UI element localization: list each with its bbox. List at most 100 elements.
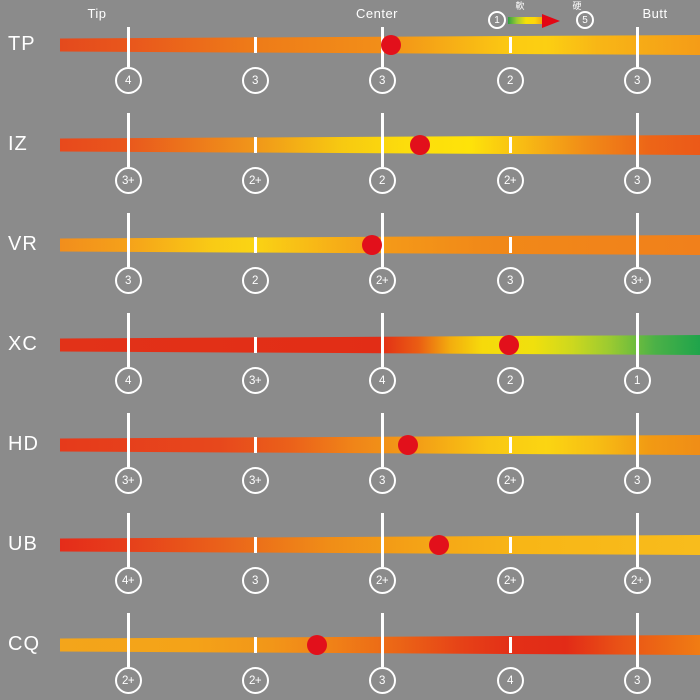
position-line: [635, 413, 639, 467]
stiffness-value: 2: [379, 174, 385, 187]
shaft-row: UB 4+ 3 2+ 2+ 2+: [0, 500, 700, 600]
stiffness-value: 3+: [121, 474, 135, 487]
position-line: [380, 113, 384, 167]
flex-gradient-bar: [60, 135, 700, 155]
bend-point-dot: [397, 435, 418, 455]
stiffness-value: 3: [634, 174, 640, 187]
stiffness-value: 2+: [248, 674, 262, 687]
stiffness-value: 2+: [121, 674, 135, 687]
position-line: [380, 513, 384, 567]
axis-label-tip: Tip: [87, 6, 107, 21]
stiffness-value-circle: 2+: [496, 167, 524, 194]
stiffness-value-circle: 4: [496, 667, 524, 694]
position-line: [380, 413, 384, 467]
stiffness-value-circle: 2+: [114, 667, 142, 694]
shaft-model-label: VR: [8, 233, 38, 255]
position-line: [380, 613, 384, 667]
stiffness-value: 3: [634, 474, 640, 487]
stiffness-value-circle: 3+: [623, 267, 651, 294]
position-line: [126, 413, 130, 467]
position-tick: [508, 437, 512, 453]
shaft-model-label: CQ: [8, 633, 40, 655]
stiffness-value-circle: 3: [368, 67, 396, 94]
axis-label-butt: Butt: [642, 6, 668, 21]
soft-kanji-label: 軟: [515, 1, 525, 11]
stiffness-value-circle: 4: [114, 67, 142, 94]
stiffness-value-circle: 4: [368, 367, 396, 394]
bend-point-dot: [499, 335, 520, 355]
stiffness-value-circle: 3: [496, 267, 524, 294]
legend-max-circle: 5: [576, 11, 594, 29]
shaft-row: XC 4 3+ 4 2 1: [0, 300, 700, 400]
stiffness-value-circle: 2+: [241, 667, 269, 694]
bend-point-dot: [307, 635, 328, 655]
stiffness-value: 3: [125, 274, 131, 287]
position-line: [126, 513, 130, 567]
stiffness-value-circle: 3+: [241, 367, 269, 394]
position-tick: [253, 537, 257, 553]
stiffness-value: 2: [507, 374, 513, 387]
stiffness-value: 3: [634, 74, 640, 87]
stiffness-value: 4: [507, 674, 513, 687]
stiffness-value: 3: [634, 674, 640, 687]
hard-kanji-label: 硬: [572, 1, 582, 11]
shaft-row: VR 3 2 2+ 3 3+: [0, 200, 700, 300]
position-tick: [508, 537, 512, 553]
stiffness-value: 4+: [121, 574, 135, 587]
flex-gradient-bar: [60, 535, 700, 555]
position-tick: [508, 637, 512, 653]
position-line: [126, 113, 130, 167]
stiffness-value: 1: [634, 374, 640, 387]
stiffness-value: 2+: [375, 274, 389, 287]
flex-gradient-bar: [60, 335, 700, 355]
position-tick: [253, 637, 257, 653]
stiffness-value-circle: 3: [241, 567, 269, 594]
stiffness-value-circle: 2+: [368, 267, 396, 294]
shaft-row: HD 3+ 3+ 3 2+ 3: [0, 400, 700, 500]
stiffness-value-circle: 2: [496, 67, 524, 94]
stiffness-value-circle: 2+: [496, 567, 524, 594]
stiffness-value: 4: [125, 374, 131, 387]
flex-gradient-bar: [60, 635, 700, 655]
stiffness-value: 3: [507, 274, 513, 287]
legend-min-circle: 1: [488, 11, 506, 29]
position-line: [635, 613, 639, 667]
position-line: [126, 213, 130, 267]
gradient-arrow-head-icon: [542, 13, 560, 28]
bend-point-dot: [362, 235, 383, 255]
bend-point-dot: [380, 35, 401, 55]
position-line: [635, 27, 639, 67]
shaft-model-label: IZ: [8, 133, 28, 155]
stiffness-value: 3+: [248, 374, 262, 387]
stiffness-value: 2+: [503, 574, 517, 587]
position-line: [635, 213, 639, 267]
stiffness-value-circle: 3: [114, 267, 142, 294]
position-tick: [508, 37, 512, 53]
gradient-arrow-body: [508, 17, 544, 24]
stiffness-scale-legend: 軟 硬 1 5: [486, 0, 602, 32]
position-line: [380, 313, 384, 367]
position-tick: [253, 237, 257, 253]
position-tick: [508, 237, 512, 253]
stiffness-value-circle: 2+: [496, 467, 524, 494]
stiffness-value: 2+: [503, 474, 517, 487]
stiffness-value-circle: 3: [623, 67, 651, 94]
stiffness-value: 3: [379, 74, 385, 87]
stiffness-value-circle: 3: [623, 667, 651, 694]
axis-label-center: Center: [355, 6, 399, 21]
stiffness-value-circle: 2: [241, 267, 269, 294]
stiffness-value: 4: [379, 374, 385, 387]
position-line: [635, 113, 639, 167]
position-tick: [253, 437, 257, 453]
stiffness-value: 3: [252, 574, 258, 587]
bend-point-dot: [409, 135, 430, 155]
stiffness-value: 3: [252, 74, 258, 87]
stiffness-value: 2+: [503, 174, 517, 187]
stiffness-value-circle: 3+: [241, 467, 269, 494]
shaft-model-label: HD: [8, 433, 39, 455]
stiffness-value: 3+: [248, 474, 262, 487]
stiffness-value: 3+: [121, 174, 135, 187]
position-line: [126, 313, 130, 367]
stiffness-value: 2+: [248, 174, 262, 187]
